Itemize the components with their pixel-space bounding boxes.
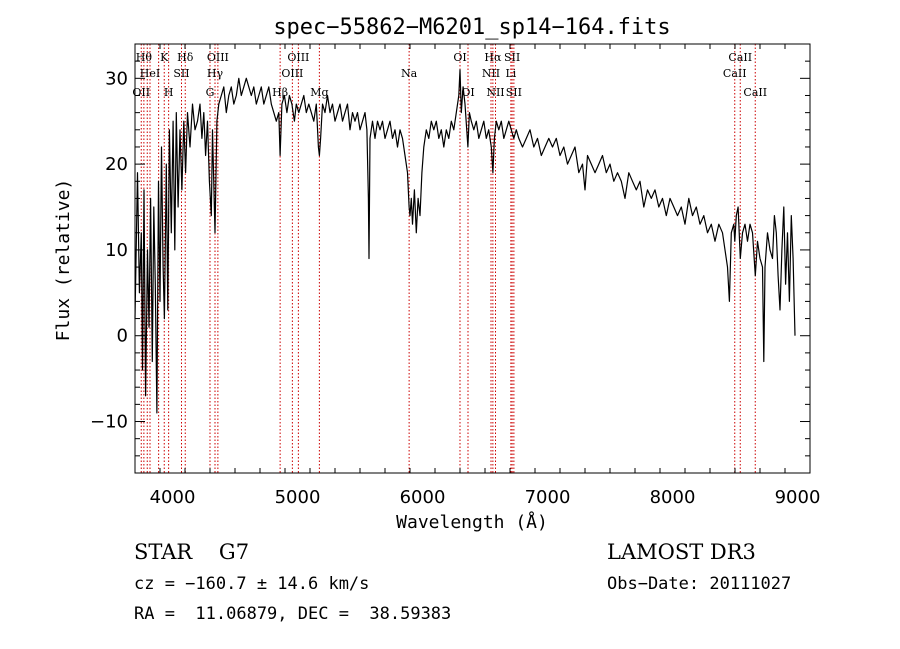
spectral-line-markers (140, 44, 756, 473)
spectral-line-label: NII (482, 67, 500, 80)
x-axis-label: Wavelength (Å) (396, 511, 548, 533)
x-tick-label: 6000 (400, 487, 446, 508)
spectral-line-label: CaII (728, 51, 752, 64)
spectral-line-label: OI (461, 86, 474, 99)
spectral-line-label: CaII (723, 67, 747, 80)
x-tick-label: 9000 (775, 487, 821, 508)
y-tick-label: 0 (117, 326, 128, 347)
observation-date: Obs−Date: 20111027 (607, 574, 792, 594)
spectral-line-label: HeI (140, 67, 160, 80)
chart-title: spec−55862−M6201_sp14−164.fits (273, 15, 670, 40)
spectral-line-label: OI (453, 51, 466, 64)
survey-name: LAMOST DR3 (607, 540, 756, 564)
spectral-line-label: Hδ (177, 51, 194, 64)
y-tick-label: −10 (90, 412, 128, 433)
spectrum-chart: 4000 5000 6000 7000 8000 9000 −10 0 10 20 30 OII Hθ… (53, 15, 820, 533)
spectral-line-label: SII (504, 51, 520, 64)
spectral-line-label: SII (506, 86, 522, 99)
y-tick-label: 20 (105, 154, 128, 175)
y-tick-label: 10 (105, 240, 128, 261)
x-tick-label: 8000 (650, 487, 696, 508)
x-tick-label: 5000 (275, 487, 321, 508)
spectral-line-label: OIII (207, 51, 229, 64)
x-tick-label: 7000 (525, 487, 571, 508)
spectral-line-label: SII (173, 67, 189, 80)
spectrum-line (134, 69, 796, 414)
plot-frame (134, 43, 811, 474)
axis-tick-labels: 4000 5000 6000 7000 8000 9000 −10 0 10 20 30 (90, 68, 820, 508)
object-class: STAR G7 (134, 540, 250, 564)
spectral-line-label: NII (486, 86, 504, 99)
spectral-line-label: Mg (310, 86, 328, 99)
spectral-line-label: OII (132, 86, 150, 99)
spectral-line-label: Hγ (207, 67, 224, 80)
spectral-line-label: OIII (281, 67, 303, 80)
spectral-line-label: K (160, 51, 169, 64)
spectral-line-label: Na (401, 67, 418, 80)
spectral-line-label: H (164, 86, 174, 99)
y-tick-label: 30 (105, 68, 128, 89)
ra-dec-coordinates: RA = 11.06879, DEC = 38.59383 (134, 604, 452, 624)
spectral-line-label: OIII (287, 51, 309, 64)
axis-ticks (135, 43, 810, 473)
spectral-line-label: CaII (743, 86, 767, 99)
spectral-line-label: G (206, 86, 215, 99)
spectral-line-label: Hα (484, 51, 502, 64)
redshift-velocity: cz = −160.7 ± 14.6 km/s (134, 574, 370, 594)
spectral-line-label: Hθ (136, 51, 153, 64)
spectral-line-label: Li (505, 67, 516, 80)
spectral-line-label: Hβ (272, 86, 288, 99)
y-axis-label: Flux (relative) (53, 179, 74, 342)
x-tick-label: 4000 (150, 487, 196, 508)
